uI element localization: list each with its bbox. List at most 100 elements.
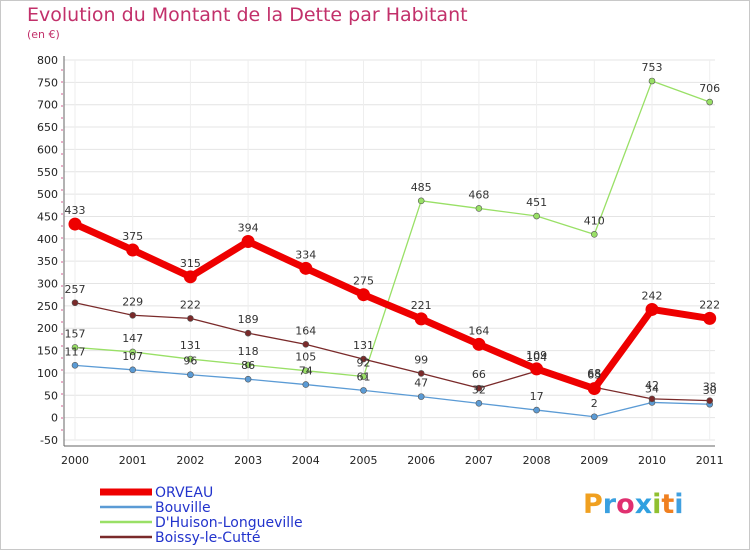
y-tick-label: 500 <box>37 188 58 201</box>
chart-legend: ORVEAUBouvilleD'Huison-LonguevilleBoissy… <box>100 485 303 546</box>
data-point <box>187 371 194 379</box>
data-label: 104 <box>526 351 547 364</box>
y-tick-label: 550 <box>37 166 58 179</box>
data-point <box>475 384 483 392</box>
chart-grid <box>64 59 715 441</box>
data-label: 34 <box>645 382 659 395</box>
data-point <box>302 341 310 348</box>
data-label: 468 <box>468 188 489 201</box>
data-label: 753 <box>642 61 663 74</box>
data-point <box>703 311 717 325</box>
data-label: 222 <box>699 298 720 311</box>
y-tick-label: 350 <box>37 255 58 268</box>
data-label: 109 <box>526 349 547 362</box>
x-tick-label: 2007 <box>465 454 493 467</box>
data-point <box>360 373 367 380</box>
series-line-Boissy-le-Cutté <box>74 302 711 402</box>
data-point <box>360 387 367 394</box>
data-label: 99 <box>414 353 428 366</box>
logo-letter: i <box>674 489 684 520</box>
chart-title: Evolution du Montant de la Dette par Hab… <box>27 4 468 26</box>
data-label: 157 <box>65 327 86 340</box>
data-label: 275 <box>353 275 374 288</box>
logo-letter: o <box>616 489 635 520</box>
data-point <box>414 312 428 326</box>
data-point <box>587 382 601 396</box>
y-tick-label: 300 <box>37 278 58 291</box>
y-tick-label: 250 <box>37 300 58 313</box>
data-label: 375 <box>122 230 143 243</box>
data-point <box>302 381 310 388</box>
x-tick-label: 2009 <box>580 454 608 467</box>
data-label: 485 <box>411 181 432 194</box>
data-point <box>533 212 540 220</box>
y-tick-label: 700 <box>37 99 58 112</box>
data-label: 42 <box>645 379 659 392</box>
data-label: 229 <box>122 295 143 308</box>
data-label: 222 <box>180 298 201 311</box>
data-label: 105 <box>295 351 316 364</box>
proxiti-logo: Proxiti <box>583 489 684 520</box>
data-point <box>706 98 714 106</box>
logo-letter: r <box>602 489 617 520</box>
data-point <box>244 329 252 337</box>
data-label: 433 <box>65 204 86 217</box>
x-tick-label: 2000 <box>61 454 89 467</box>
data-label: 68 <box>587 367 601 380</box>
data-label: 221 <box>411 299 432 312</box>
data-label: 38 <box>703 381 717 394</box>
legend-label: ORVEAU <box>155 485 213 501</box>
data-point <box>648 395 656 403</box>
data-label: 706 <box>699 82 720 95</box>
data-point <box>71 299 79 307</box>
data-point <box>187 315 194 322</box>
y-tick-label: 800 <box>37 54 58 67</box>
data-point <box>475 205 483 212</box>
data-label: 61 <box>357 370 371 383</box>
x-tick-label: 2006 <box>407 454 435 467</box>
data-point <box>417 197 425 205</box>
data-label: 410 <box>584 214 605 227</box>
data-point <box>530 362 544 376</box>
logo-letter: i <box>652 489 662 520</box>
data-point <box>187 355 194 363</box>
chart-series <box>68 77 717 421</box>
chart-axes: -50 0 50 100 150 200 250 300 350 400 450 500 550 600 6… <box>37 54 724 467</box>
data-point <box>475 400 483 407</box>
logo-letter: x <box>634 489 653 520</box>
data-point <box>244 375 252 383</box>
data-point <box>71 362 79 369</box>
data-label: 164 <box>295 324 316 337</box>
data-label: 66 <box>472 368 486 381</box>
y-tick-label: 450 <box>37 210 58 223</box>
data-label: 32 <box>472 383 486 396</box>
series-line-Bouville <box>74 364 711 418</box>
logo-letter: t <box>661 489 675 520</box>
data-label: 147 <box>122 332 143 345</box>
data-point <box>129 348 136 356</box>
data-label: 118 <box>238 345 259 358</box>
legend-label: Boissy-le-Cutté <box>155 530 261 546</box>
series-line-ORVEAU <box>71 220 714 393</box>
data-label: 30 <box>703 384 717 397</box>
x-tick-label: 2003 <box>234 454 262 467</box>
y-tick-label: 0 <box>51 412 58 425</box>
data-label: 17 <box>530 390 544 403</box>
y-tick-label: 650 <box>37 121 58 134</box>
y-tick-label: 600 <box>37 143 58 156</box>
data-label: 257 <box>65 283 86 296</box>
data-label: 164 <box>468 324 489 337</box>
x-tick-label: 2005 <box>350 454 378 467</box>
data-label: 74 <box>299 365 313 378</box>
data-point <box>299 261 313 275</box>
data-point <box>645 302 659 316</box>
data-label: 189 <box>238 313 259 326</box>
y-tick-label: 50 <box>44 389 58 402</box>
x-tick-label: 2008 <box>523 454 551 467</box>
legend-label: Bouville <box>155 500 211 516</box>
data-point <box>71 344 79 351</box>
data-point <box>590 413 598 421</box>
data-label: 92 <box>357 357 371 370</box>
x-tick-label: 2004 <box>292 454 320 467</box>
